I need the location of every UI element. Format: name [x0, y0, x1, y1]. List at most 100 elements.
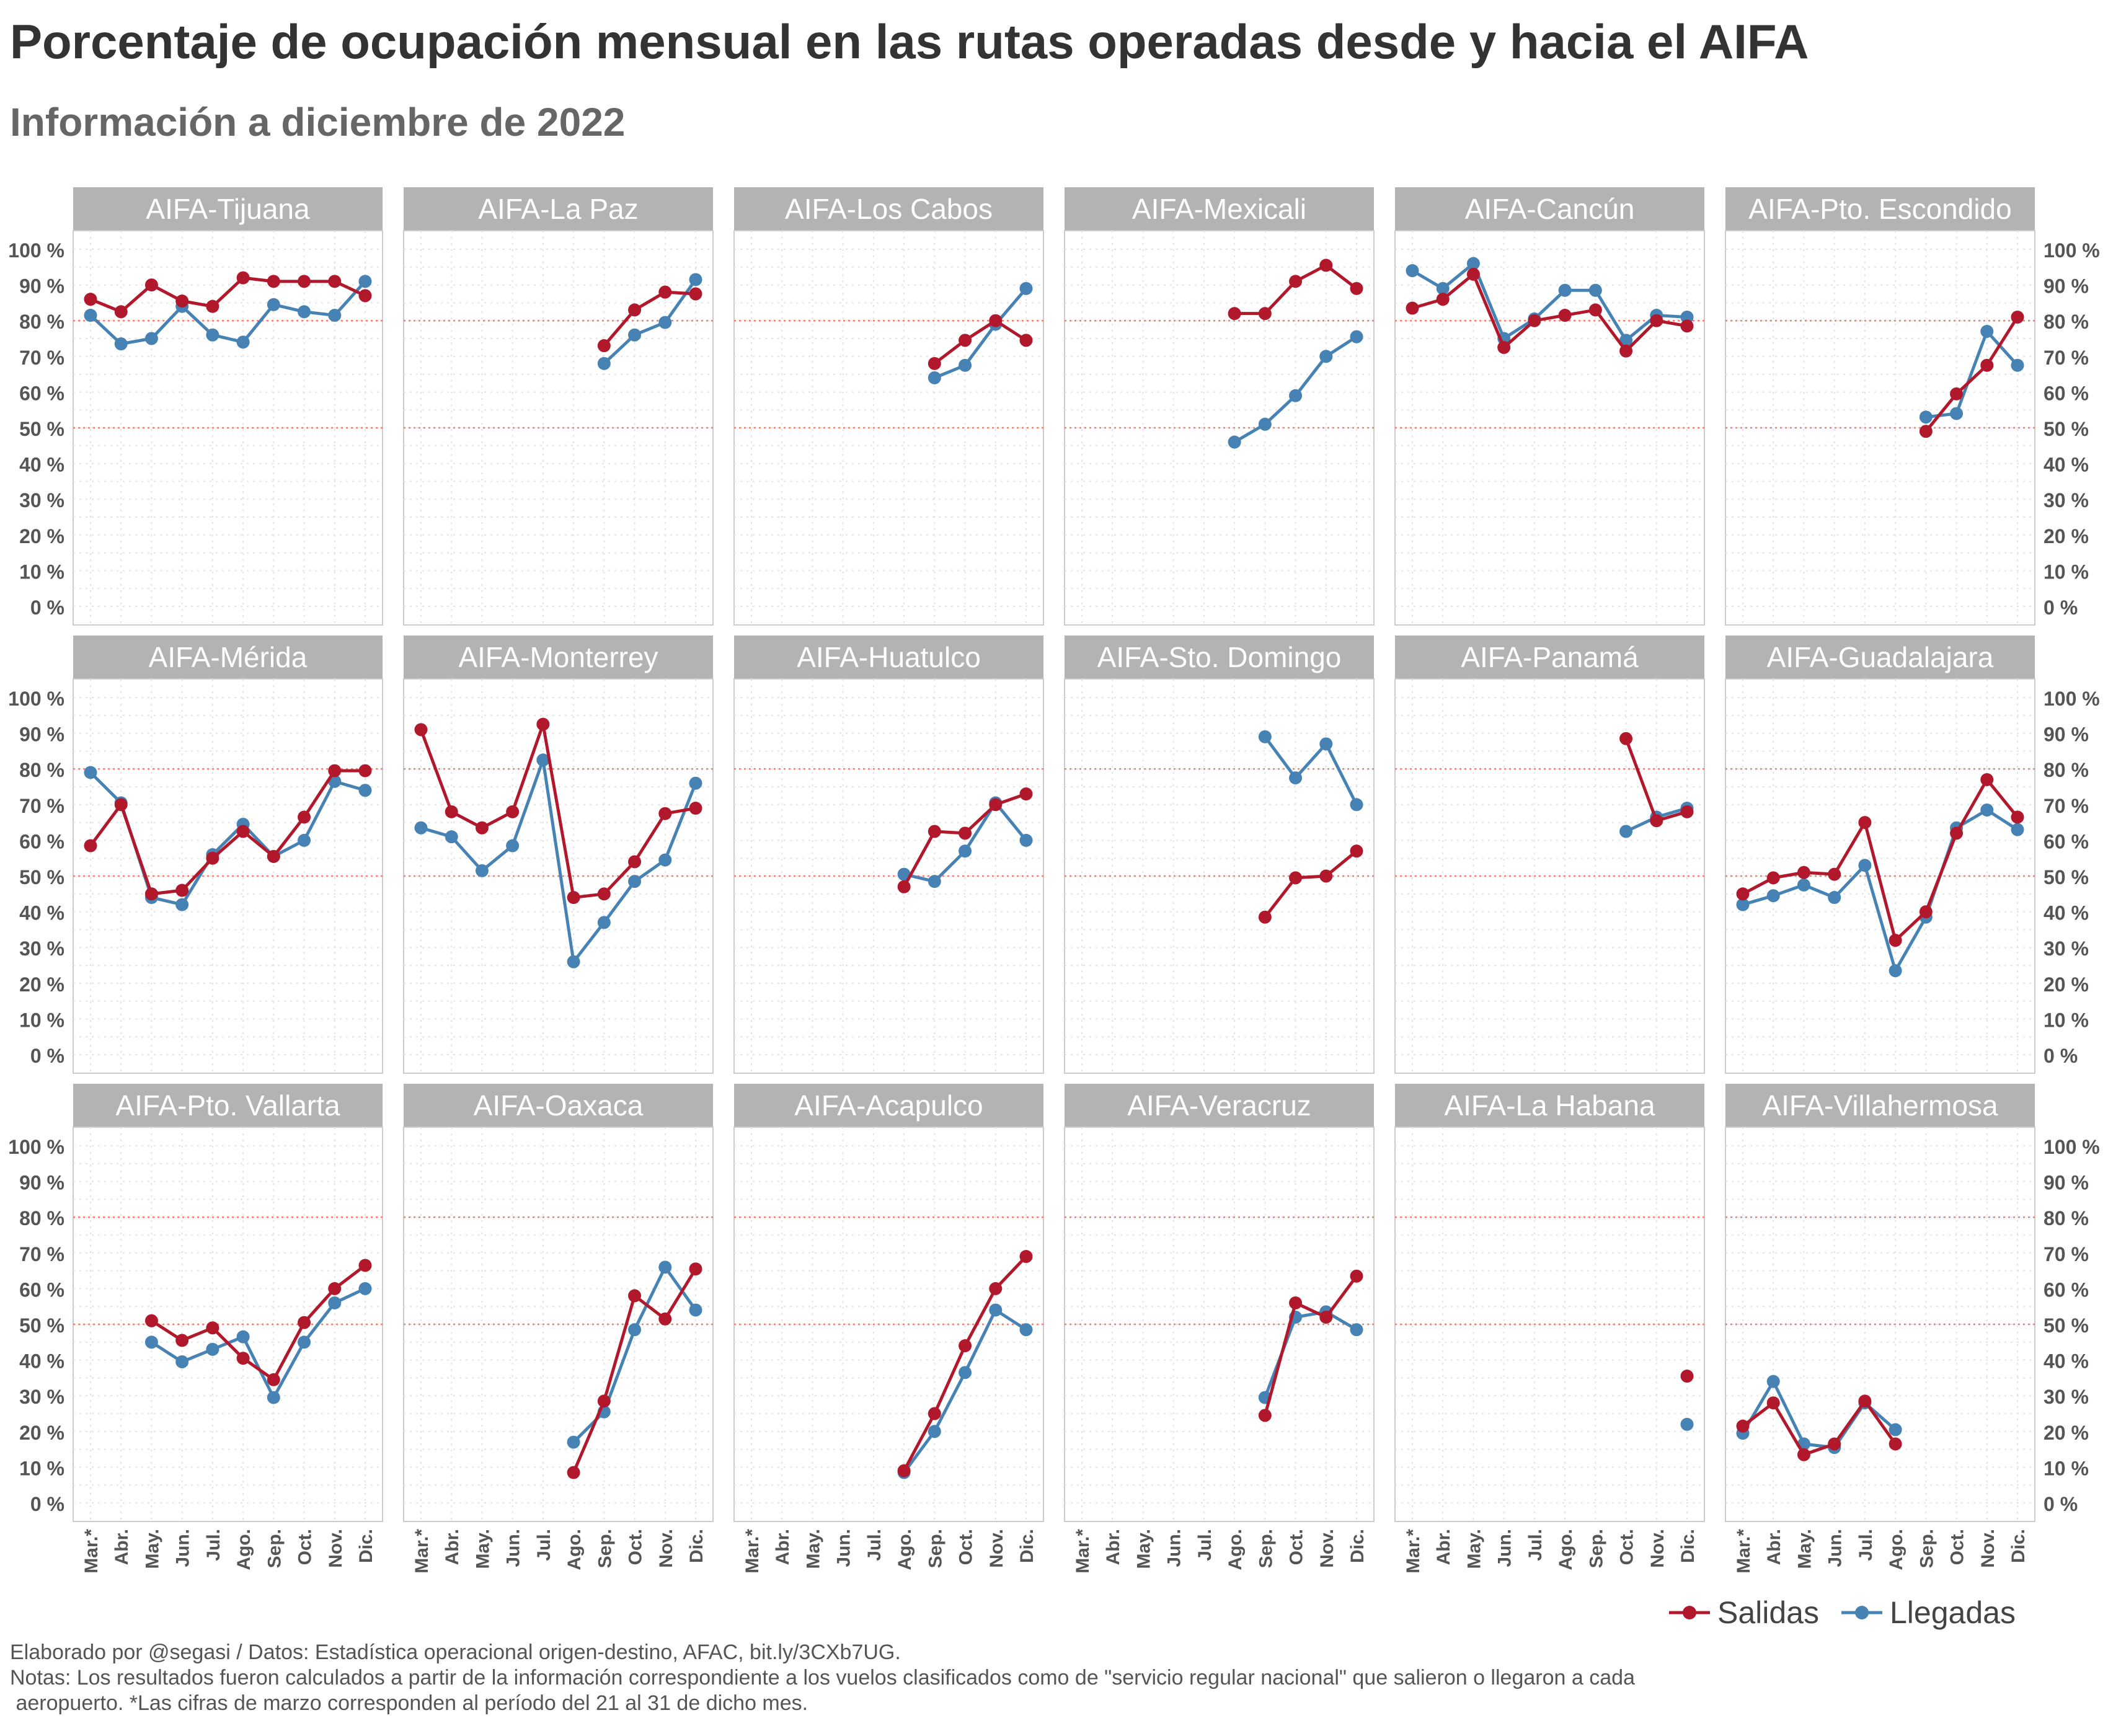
y-tick-label: 20 %	[2044, 973, 2089, 996]
x-tick-label: Mar.*	[81, 1529, 102, 1574]
data-point-llegadas	[1619, 334, 1633, 347]
data-point-llegadas	[1350, 330, 1363, 343]
y-tick-label: 20 %	[19, 1422, 64, 1444]
data-point-salidas	[597, 887, 611, 901]
x-tick-label: Nov.	[326, 1529, 346, 1568]
data-point-llegadas	[298, 833, 311, 847]
facet-title: AIFA-Acapulco	[794, 1089, 983, 1122]
y-tick-label: 90 %	[19, 724, 64, 746]
x-tick-label: Jun.	[1495, 1529, 1515, 1567]
y-tick-label: 100 %	[2044, 688, 2100, 710]
data-point-llegadas	[1588, 283, 1602, 297]
data-point-llegadas	[1350, 798, 1363, 812]
y-tick-label: 100 %	[2044, 239, 2100, 262]
series-line-salidas	[1924, 316, 2019, 433]
x-tick-label: Abr.	[1764, 1529, 1784, 1565]
x-tick-label: Mar.*	[1403, 1529, 1424, 1574]
legend-label-llegadas: Llegadas	[1890, 1595, 2016, 1630]
data-point-llegadas	[928, 875, 941, 888]
x-tick-label: Nov.	[1647, 1529, 1668, 1568]
x-tick-label: Jul.	[1525, 1529, 1546, 1561]
data-point-llegadas	[689, 776, 702, 790]
data-point-salidas	[897, 1464, 911, 1477]
x-tick-label: Nov.	[986, 1529, 1007, 1568]
data-point-llegadas	[928, 371, 941, 384]
data-point-llegadas	[1319, 350, 1333, 363]
caption-line-1: Elaborado por @segasi / Datos: Estadísti…	[10, 1641, 901, 1664]
data-point-salidas	[84, 839, 97, 852]
data-point-salidas	[1980, 773, 1994, 786]
data-point-llegadas	[328, 1296, 342, 1309]
x-tick-label: Mar.*	[1734, 1529, 1754, 1574]
data-point-salidas	[1019, 334, 1033, 347]
data-point-salidas	[1889, 934, 1902, 947]
data-point-salidas	[959, 334, 972, 347]
data-point-llegadas	[689, 273, 702, 286]
x-tick-label: Oct.	[1286, 1529, 1307, 1565]
data-point-salidas	[144, 1314, 158, 1327]
facet-title: AIFA-La Habana	[1444, 1089, 1655, 1122]
x-tick-label: Ago.	[564, 1529, 585, 1570]
data-point-salidas	[597, 339, 611, 353]
facet-title: AIFA-Pto. Vallarta	[115, 1089, 340, 1122]
data-point-salidas	[414, 723, 428, 737]
data-point-salidas	[658, 807, 672, 820]
data-point-salidas	[1289, 871, 1303, 885]
data-point-salidas	[959, 826, 972, 840]
x-tick-label: Jun.	[173, 1529, 193, 1567]
y-tick-label: 60 %	[2044, 1278, 2089, 1301]
y-tick-label: 20 %	[19, 525, 64, 547]
y-tick-label: 100 %	[2044, 1136, 2100, 1158]
data-point-llegadas	[144, 1335, 158, 1349]
x-tick-label: Jun.	[834, 1529, 854, 1567]
data-point-llegadas	[1019, 1323, 1033, 1337]
data-point-salidas	[689, 802, 702, 815]
y-tick-label: 20 %	[19, 973, 64, 996]
y-tick-label: 10 %	[2044, 1009, 2089, 1031]
y-tick-label: 50 %	[2044, 418, 2089, 440]
data-point-salidas	[658, 1312, 672, 1326]
x-tick-label: Ago.	[895, 1529, 915, 1570]
legend-item-salidas[interactable]: Salidas	[1668, 1595, 1819, 1631]
data-point-salidas	[1858, 816, 1872, 830]
x-tick-label: Dic.	[1678, 1529, 1698, 1563]
data-point-llegadas	[989, 1303, 1003, 1317]
legend-item-llegadas[interactable]: Llegadas	[1840, 1595, 2016, 1631]
data-point-llegadas	[1766, 1375, 1780, 1388]
x-tick-label: Jun.	[1825, 1529, 1846, 1567]
data-point-llegadas	[536, 753, 550, 767]
y-tick-label: 10 %	[2044, 560, 2089, 583]
data-point-llegadas	[1736, 898, 1750, 911]
data-point-salidas	[1736, 887, 1750, 901]
data-point-llegadas	[1289, 771, 1303, 785]
facet-strip	[73, 636, 383, 679]
x-tick-label: May.	[803, 1529, 823, 1569]
data-point-llegadas	[1258, 417, 1272, 431]
data-point-salidas	[206, 1321, 219, 1335]
legend-key-salidas	[1669, 1606, 1710, 1619]
data-point-salidas	[236, 1352, 250, 1365]
x-tick-label: Abr.	[1103, 1529, 1123, 1565]
data-point-salidas	[689, 1262, 702, 1276]
data-point-salidas	[1258, 1409, 1272, 1422]
facet-title: AIFA-Cancún	[1465, 193, 1635, 225]
data-point-llegadas	[1828, 891, 1841, 905]
x-tick-label: Jul.	[1856, 1529, 1876, 1561]
data-point-salidas	[298, 275, 311, 288]
data-point-salidas	[328, 1282, 342, 1295]
facet-title: AIFA-Monterrey	[458, 641, 658, 673]
y-tick-label: 0 %	[2044, 596, 2078, 619]
facet-strip	[734, 1084, 1043, 1127]
x-tick-label: Jul.	[203, 1529, 224, 1561]
chart-title: Porcentaje de ocupación mensual en las r…	[10, 14, 1809, 69]
y-tick-label: 80 %	[2044, 759, 2089, 781]
data-point-salidas	[1228, 307, 1241, 321]
data-point-salidas	[206, 299, 219, 313]
data-point-salidas	[1736, 1419, 1750, 1433]
x-tick-label: Sep.	[595, 1529, 615, 1568]
series-line-llegadas	[1411, 262, 1688, 342]
y-tick-label: 0 %	[30, 1493, 64, 1515]
series-line-llegadas	[1926, 329, 2019, 419]
series-line-salidas	[603, 290, 696, 347]
data-point-salidas	[928, 1407, 941, 1420]
